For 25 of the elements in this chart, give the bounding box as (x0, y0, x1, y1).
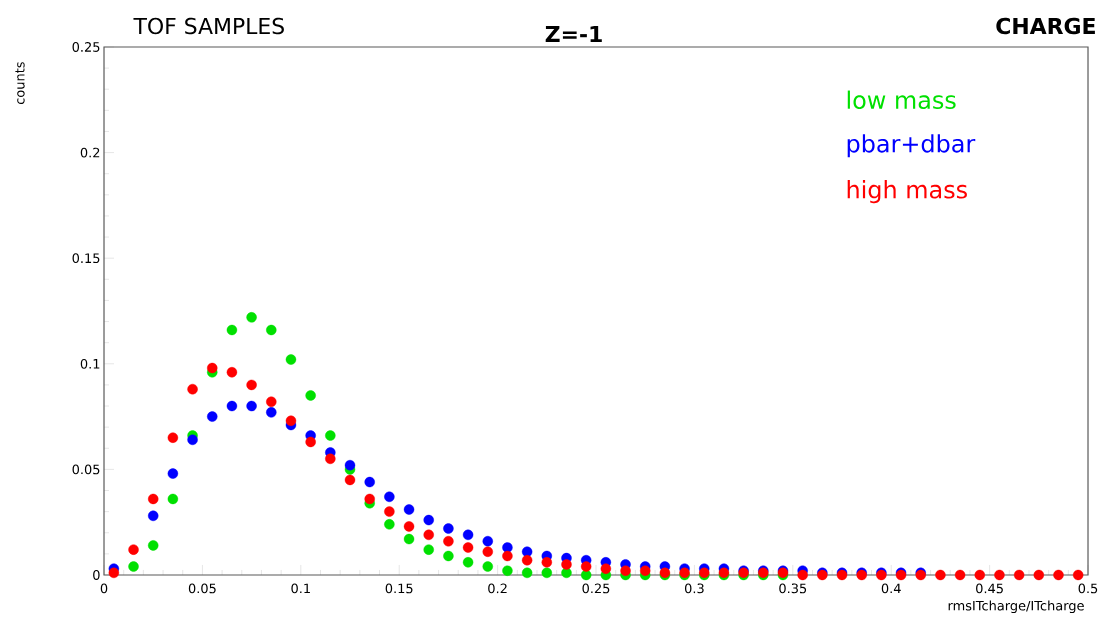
x-tick-label: 0.3 (684, 583, 704, 594)
text: high mass (847, 180, 967, 204)
chart-title: Z=-1 (545, 25, 602, 42)
x-tick-label: 0.05 (188, 583, 216, 594)
y-tick-label: 0.05 (72, 464, 100, 475)
text: pbar+dbar (847, 134, 976, 158)
x-tick-label: 0.25 (582, 583, 610, 594)
x-axis-title: rmsITcharge/ITcharge (948, 600, 1084, 614)
y-axis-title: counts (15, 62, 25, 105)
x-tick-label: 0.4 (881, 583, 901, 594)
y-tick-label: 0.1 (80, 358, 100, 369)
x-tick-label: 0.1 (291, 583, 310, 594)
x-tick-label: 0.45 (976, 583, 1003, 594)
x-tick-label: 0.35 (779, 583, 807, 594)
y-tick-label: 0.2 (80, 147, 100, 158)
text: TOF SAMPLES (133, 17, 284, 35)
y-tick-label: 0 (93, 570, 100, 580)
x-tick-label: 0.2 (488, 583, 507, 594)
x-tick-label: 0.15 (385, 583, 413, 594)
text: CHARGE (996, 17, 1095, 35)
y-tick-label: 0.25 (72, 42, 100, 52)
text: low mass (847, 90, 956, 110)
y-tick-label: 0.15 (72, 253, 100, 264)
x-tick-label: 0 (100, 583, 108, 594)
x-tick-label: 0.5 (1078, 583, 1098, 594)
